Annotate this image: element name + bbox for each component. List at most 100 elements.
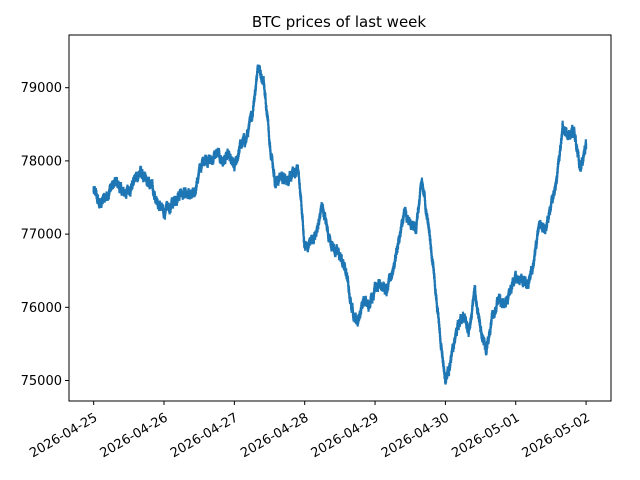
x-tick-label: 2026-05-02 [520,410,593,461]
data-point [200,166,203,173]
data-point [206,161,209,168]
data-points [92,64,588,385]
plot-area [69,35,611,401]
data-point [299,196,303,203]
data-point [396,242,400,249]
data-point [443,372,447,379]
data-point [302,237,306,244]
x-tick-label: 2026-04-30 [379,410,452,461]
data-point [455,329,458,336]
x-tick-label: 2026-04-25 [27,410,100,461]
data-point [349,299,353,306]
data-point [446,372,449,379]
data-point [577,151,580,158]
data-point [372,294,375,301]
data-point [438,324,441,331]
data-point [302,230,305,237]
data-point [433,280,436,287]
data-point [359,308,363,315]
data-point [584,139,587,146]
data-point [247,131,250,138]
data-point [271,162,275,169]
data-point [271,155,274,162]
data-point [195,181,198,188]
x-tick-label: 2026-04-29 [309,410,382,461]
data-point [476,308,480,315]
data-point [571,124,574,131]
data-point [262,76,265,83]
data-point [470,308,474,315]
data-point [433,284,437,291]
y-tick-label: 75000 [21,374,62,389]
data-point [470,311,473,318]
data-point [369,301,372,308]
data-point [415,226,418,233]
data-point [163,213,167,220]
data-point [469,322,472,329]
data-point [556,171,559,178]
data-point [255,73,259,80]
y-tick-label: 79000 [21,81,62,96]
data-point [486,342,489,349]
data-point [556,166,559,173]
y-tick-label: 76000 [21,301,62,316]
data-point [324,214,327,221]
data-point [424,199,427,206]
data-point [418,195,421,202]
data-point [302,225,305,232]
data-point [399,230,402,237]
data-point [373,287,376,294]
data-point [580,163,583,170]
data-point [340,254,343,261]
data-point [435,294,438,301]
data-point [418,198,421,205]
data-point [298,182,301,189]
data-point [264,98,267,105]
data-point [96,194,100,201]
x-tick-label: 2026-04-28 [238,410,311,461]
data-point [129,190,132,197]
data-point [415,219,418,226]
data-point [474,290,477,297]
data-point [489,326,492,333]
data-point [433,276,436,283]
data-point [428,229,431,236]
data-point [263,84,266,91]
data-point [441,357,445,364]
y-tick-label: 77000 [21,228,62,243]
data-point [550,201,553,208]
data-point [347,280,350,287]
data-point [432,268,435,275]
data-point [479,321,482,328]
data-point [348,288,351,295]
data-point [346,277,350,284]
data-point [372,290,376,297]
data-point [267,130,270,137]
data-point [169,206,172,213]
data-point [297,171,300,178]
data-point [582,155,585,162]
data-point [125,191,128,198]
data-point [269,145,272,152]
data-point [559,142,562,149]
data-point [376,286,380,293]
data-point [301,215,304,222]
data-point [396,247,399,254]
data-point [316,226,319,233]
data-point [317,223,320,230]
data-point [253,93,256,100]
data-point [458,319,462,326]
data-point [499,294,502,301]
data-point [326,229,330,236]
data-point [432,261,435,268]
data-point [251,110,254,117]
data-point [485,347,488,354]
data-point [577,154,580,161]
data-point [544,228,547,235]
data-point [554,184,557,191]
data-point [450,354,453,361]
data-point [265,105,268,112]
data-point [434,289,437,296]
data-point [558,154,561,161]
